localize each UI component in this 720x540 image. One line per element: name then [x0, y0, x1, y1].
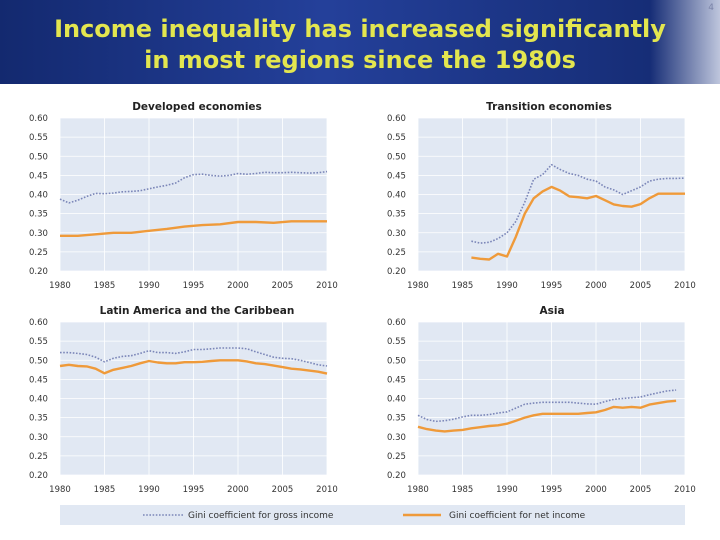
y-tick-label: 0.40	[29, 395, 48, 405]
x-tick-label: 2005	[630, 485, 652, 495]
x-tick-label: 1995	[541, 281, 563, 291]
x-tick-label: 1990	[138, 281, 160, 291]
y-tick-label: 0.60	[387, 114, 406, 124]
chart-panel-2: Transition economies 0.60 0.55 0.50 0.45 0.40…	[387, 101, 696, 291]
x-tick-label: 2010	[674, 281, 696, 291]
y-tick-label: 0.50	[29, 152, 48, 162]
series-line-gross	[59, 170, 328, 204]
series-line-gross	[471, 163, 686, 244]
x-tick-label: 1985	[94, 485, 116, 495]
x-tick-label: 2005	[630, 281, 652, 291]
chart-panel-1: Developed economies 0.60 0.55 0.50 0.45 0.40 0…	[29, 101, 338, 291]
y-tick-label: 0.45	[29, 171, 48, 181]
chart-title: Transition economies	[486, 101, 612, 113]
y-tick-label: 0.40	[387, 395, 406, 405]
x-tick-label: 2000	[585, 281, 607, 291]
series-line-net	[471, 185, 685, 261]
x-tick-label: 1995	[183, 281, 205, 291]
y-tick-label: 0.30	[387, 433, 406, 443]
legend-box	[60, 505, 685, 525]
y-tick-label: 0.30	[29, 433, 48, 443]
y-tick-label: 0.50	[387, 356, 406, 366]
y-tick-label: 0.20	[29, 471, 48, 481]
slide-title-line-2: in most regions since the 1980s	[144, 46, 576, 74]
x-tick-label: 1980	[49, 281, 71, 291]
y-tick-label: 0.45	[29, 375, 48, 385]
title-bar-glow	[650, 0, 720, 84]
series-line-net	[59, 359, 328, 375]
y-tick-label: 0.55	[29, 133, 48, 143]
y-tick-label: 0.25	[387, 248, 406, 258]
slide-title-line-1: Income inequality has increased signific…	[54, 15, 666, 43]
y-tick-label: 0.45	[387, 171, 406, 181]
x-tick-label: 1990	[496, 281, 518, 291]
x-tick-label: 2000	[227, 281, 249, 291]
y-tick-label: 0.60	[29, 114, 48, 124]
legend: Gini coefficient for gross income Gini co…	[143, 511, 586, 521]
y-tick-label: 0.30	[29, 229, 48, 239]
chart-title: Developed economies	[132, 101, 262, 113]
chart-panel-4: Asia 0.60 0.55 0.50 0.45 0.40 0.35 0.30 0.25 0.20…	[387, 305, 696, 495]
y-tick-label: 0.50	[29, 356, 48, 366]
x-tick-label: 1985	[94, 281, 116, 291]
slide-title: Income inequality has increased signific…	[0, 14, 720, 76]
title-bar: Income inequality has increased signific…	[0, 0, 720, 84]
y-tick-label: 0.45	[387, 375, 406, 385]
y-tick-label: 0.40	[29, 191, 48, 201]
y-tick-label: 0.35	[29, 414, 48, 424]
x-tick-label: 2000	[585, 485, 607, 495]
y-tick-label: 0.60	[29, 318, 48, 328]
x-tick-label: 2010	[316, 281, 338, 291]
y-tick-label: 0.20	[387, 471, 406, 481]
y-tick-label: 0.25	[387, 452, 406, 462]
y-tick-label: 0.40	[387, 191, 406, 201]
x-tick-label: 1995	[541, 485, 563, 495]
y-tick-label: 0.55	[29, 337, 48, 347]
y-tick-label: 0.20	[387, 267, 406, 277]
series-line-net	[417, 399, 677, 433]
x-tick-label: 1990	[138, 485, 160, 495]
x-tick-label: 1980	[49, 485, 71, 495]
charts-svg: Developed economies 0.60 0.55 0.50 0.45 0.40 0…	[29, 101, 696, 521]
y-tick-label: 0.50	[387, 152, 406, 162]
y-tick-label: 0.55	[387, 133, 406, 143]
x-tick-label: 1985	[452, 281, 474, 291]
x-tick-label: 2010	[316, 485, 338, 495]
chart-panel-3: Latin America and the Caribbean 0.60 0.55 0…	[29, 305, 338, 495]
x-tick-label: 1985	[452, 485, 474, 495]
legend-label-net: Gini coefficient for net income	[449, 511, 586, 521]
x-tick-label: 2005	[272, 281, 294, 291]
x-tick-label: 2000	[227, 485, 249, 495]
y-tick-label: 0.25	[29, 452, 48, 462]
series-line-net	[60, 220, 327, 237]
y-tick-label: 0.35	[29, 210, 48, 220]
y-tick-label: 0.35	[387, 210, 406, 220]
x-tick-label: 1995	[183, 485, 205, 495]
legend-label-gross: Gini coefficient for gross income	[188, 511, 334, 521]
series-line-gross	[417, 389, 677, 423]
series-line-gross	[60, 347, 328, 367]
x-tick-label: 2005	[272, 485, 294, 495]
y-tick-label: 0.25	[29, 248, 48, 258]
x-tick-label: 1990	[496, 485, 518, 495]
y-tick-label: 0.20	[29, 267, 48, 277]
chart-title: Latin America and the Caribbean	[100, 305, 295, 317]
x-tick-label: 2010	[674, 485, 696, 495]
page-number: 4	[708, 3, 714, 13]
y-tick-label: 0.30	[387, 229, 406, 239]
y-tick-label: 0.35	[387, 414, 406, 424]
y-tick-label: 0.60	[387, 318, 406, 328]
x-tick-label: 1980	[407, 281, 429, 291]
y-tick-label: 0.55	[387, 337, 406, 347]
x-tick-label: 1980	[407, 485, 429, 495]
chart-title: Asia	[539, 305, 564, 317]
